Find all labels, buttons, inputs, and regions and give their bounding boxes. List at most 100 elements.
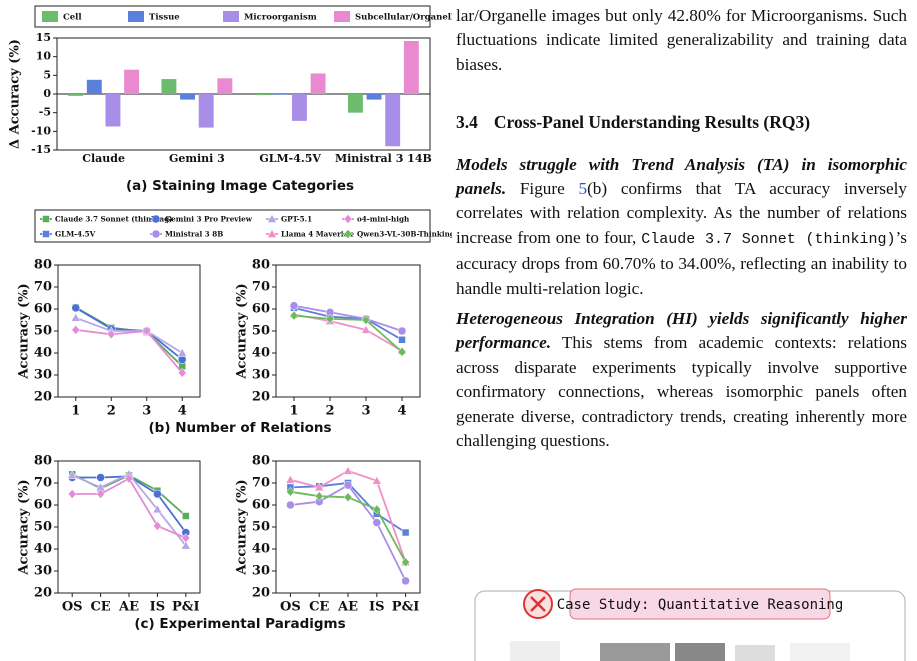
bar — [86, 79, 102, 94]
y-tick-label: 30 — [252, 564, 270, 579]
marker — [67, 489, 77, 499]
series-line — [293, 304, 403, 332]
plot-frame — [57, 264, 201, 398]
y-tick-label: 50 — [34, 520, 52, 535]
y-tick-label: 50 — [252, 324, 270, 339]
bar — [124, 69, 140, 94]
y-tick-label: 60 — [34, 498, 52, 513]
marker — [267, 213, 277, 223]
y-tick-label: 30 — [34, 368, 52, 383]
bar — [310, 73, 326, 94]
marker — [67, 470, 78, 480]
legend-label: GLM-4.5V — [55, 230, 96, 239]
y-axis-label: Accuracy (%) — [17, 479, 32, 575]
figure-ref[interactable]: 5 — [578, 179, 588, 199]
marker — [397, 326, 407, 336]
y-tick-label: 10 — [36, 50, 52, 63]
legend-label: o4-mini-high — [357, 215, 410, 224]
series-line — [75, 307, 183, 361]
marker — [398, 336, 406, 344]
marker — [153, 489, 162, 499]
x-tick-label: 3 — [142, 404, 151, 419]
marker — [153, 521, 162, 531]
marker — [151, 214, 161, 224]
marker — [343, 214, 353, 224]
section-heading: 3.4 Cross-Panel Understanding Results (RQ… — [456, 110, 907, 134]
y-tick-label: 60 — [252, 498, 270, 513]
y-tick-label: -15 — [31, 143, 51, 156]
y-tick-label: 20 — [34, 586, 52, 601]
section-number: 3.4 — [456, 112, 478, 133]
marker — [180, 540, 191, 550]
y-tick-label: 80 — [34, 454, 52, 469]
y-tick-label: 20 — [252, 586, 270, 601]
y-axis-label: Accuracy (%) — [17, 283, 32, 379]
x-tick-label: 4 — [178, 404, 187, 419]
y-tick-label: 50 — [34, 324, 52, 339]
marker — [152, 504, 163, 514]
x-tick-label: 1 — [289, 404, 298, 419]
legend-label: GPT-5.1 — [281, 215, 312, 224]
marker — [343, 492, 353, 503]
marker — [343, 480, 353, 490]
y-tick-label: 40 — [34, 542, 52, 557]
x-tick-label: Claude — [82, 152, 125, 165]
y-tick-label: 0 — [43, 87, 51, 100]
marker — [285, 474, 296, 484]
marker — [286, 500, 295, 510]
x-tick-label: IS — [150, 600, 165, 615]
legend-label: Microorganism — [244, 13, 317, 23]
y-tick-label: 80 — [252, 454, 270, 469]
plot-frame — [57, 460, 201, 594]
legend-swatch — [42, 11, 58, 22]
bar — [198, 94, 214, 128]
marker — [289, 310, 299, 321]
y-tick-label: 15 — [36, 31, 51, 44]
marker — [401, 528, 410, 537]
text-column: lar/Organelle images but only 42.80% for… — [456, 4, 907, 454]
x-tick-label: AE — [337, 600, 358, 615]
marker — [314, 482, 325, 492]
text: (b) confirms that TA accuracy inversely … — [456, 179, 907, 247]
marker — [177, 347, 188, 357]
y-tick-label: 20 — [34, 390, 52, 405]
x-tick-label: IS — [369, 600, 384, 615]
plot-frame — [56, 37, 431, 151]
x-icon-cross — [530, 596, 546, 612]
thumb — [790, 643, 850, 661]
y-tick-label: 30 — [34, 564, 52, 579]
y-tick-label: 50 — [252, 520, 270, 535]
marker — [286, 486, 295, 497]
case-study: Case Study: Quantitative Reasoning — [474, 588, 906, 661]
x-tick-label: AE — [118, 600, 139, 615]
y-tick-label: 60 — [34, 302, 52, 317]
legend-box — [34, 209, 431, 243]
model-name: Claude 3.7 Sonnet (thinking) — [641, 230, 896, 248]
marker — [106, 329, 116, 340]
paragraph: Heterogeneous Integration (HI) yields si… — [456, 307, 907, 453]
x-tick-label: CE — [309, 600, 329, 615]
legend-swatch — [223, 11, 239, 22]
case-title: Case Study: Quantitative Reasoning — [557, 597, 844, 613]
series-line — [75, 329, 183, 374]
series-line — [293, 314, 403, 353]
marker — [70, 312, 81, 322]
marker — [151, 229, 161, 239]
legend-label: Llama 4 Maverick — [281, 230, 354, 239]
y-tick-label: -10 — [31, 124, 51, 137]
bar — [161, 79, 177, 94]
marker — [42, 230, 50, 238]
bar — [68, 94, 84, 96]
x-tick-label: 3 — [361, 404, 370, 419]
bar — [291, 94, 307, 121]
x-tick-label: Gemini 3 — [169, 152, 225, 165]
y-tick-label: 70 — [34, 476, 52, 491]
thumb — [735, 645, 775, 661]
legend-label: Claude 3.7 Sonnet (thinking) — [55, 215, 173, 224]
bar — [385, 94, 401, 147]
legend-label: Ministral 3 8B — [165, 230, 223, 239]
marker — [397, 347, 407, 357]
marker — [177, 367, 187, 378]
paragraph: lar/Organelle images but only 42.80% for… — [456, 6, 907, 74]
